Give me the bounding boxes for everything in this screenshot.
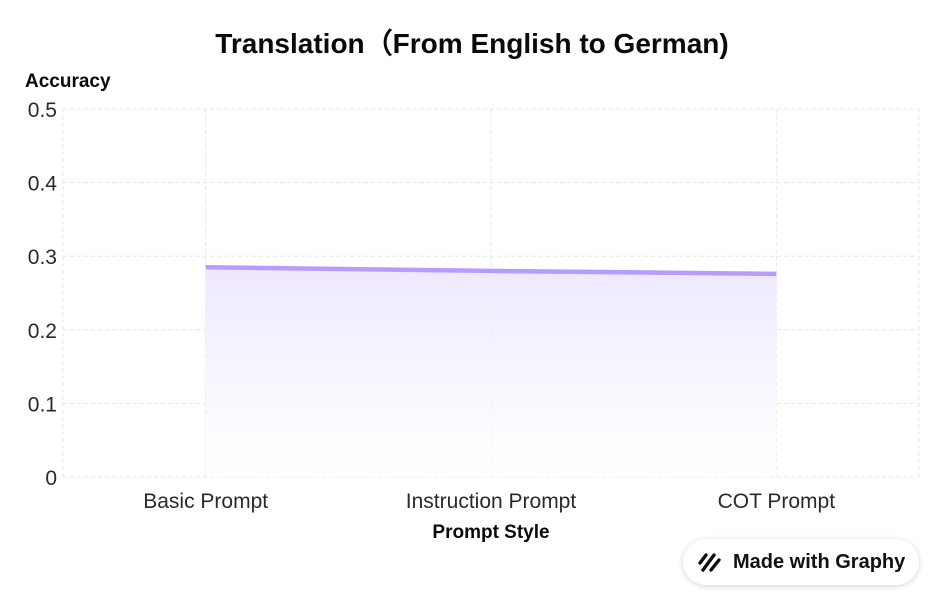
made-with-graphy-badge[interactable]: Made with Graphy (683, 539, 919, 585)
y-tick-labels: 0 0.1 0.2 0.3 0.4 0.5 (28, 99, 58, 490)
area-fill-layer (205, 267, 777, 477)
graphy-logo-icon (698, 553, 721, 572)
series-line-layer (205, 264, 777, 277)
x-tick-label: Instruction Prompt (406, 490, 577, 513)
series-area (205, 267, 777, 477)
x-axis-label: Prompt Style (432, 522, 549, 543)
y-axis-label: Accuracy (25, 71, 111, 92)
y-tick-label: 0.1 (28, 393, 57, 416)
y-tick-label: 0.4 (28, 173, 58, 196)
chart-title: Translation（From English to German) (215, 27, 728, 59)
x-tick-label: Basic Prompt (143, 490, 268, 513)
y-tick-label: 0.5 (28, 99, 57, 122)
y-tick-label: 0 (45, 467, 57, 490)
x-tick-labels: Basic Prompt Instruction Prompt COT Prompt (143, 490, 835, 513)
x-tick-label: COT Prompt (718, 490, 836, 513)
badge-label: Made with Graphy (733, 550, 906, 573)
y-tick-label: 0.2 (28, 320, 57, 343)
y-tick-label: 0.3 (28, 246, 57, 269)
